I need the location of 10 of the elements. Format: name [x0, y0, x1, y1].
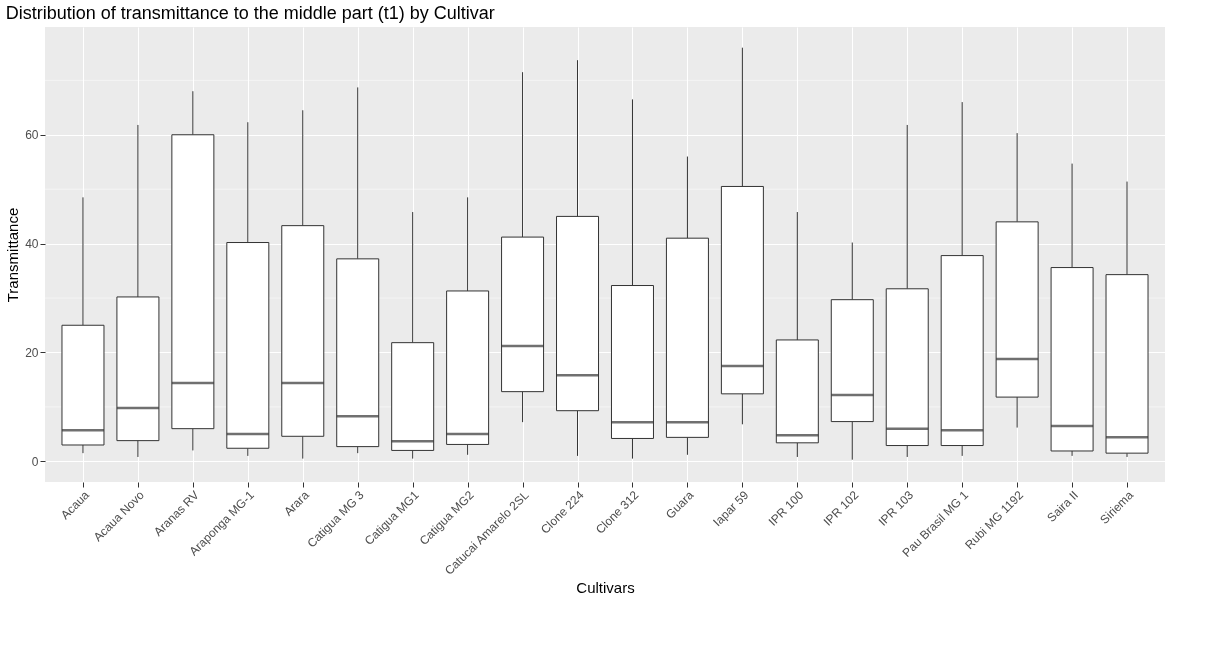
x-tick-label: IPR 100 — [765, 487, 807, 529]
y-axis-title: Transmittance — [4, 207, 22, 303]
x-tick-label: IPR 103 — [875, 487, 917, 529]
y-tick-label: 40 — [25, 237, 39, 252]
y-tick-label: 60 — [25, 128, 39, 143]
y-tick-label: 20 — [25, 345, 39, 360]
chart-title: Distribution of transmittance to the middle part (t1) by Cultivar — [5, 3, 495, 23]
x-axis-title: Cultivars — [576, 579, 635, 597]
x-tick-label: IPR 102 — [820, 487, 862, 529]
y-tick-label: 0 — [31, 454, 39, 469]
